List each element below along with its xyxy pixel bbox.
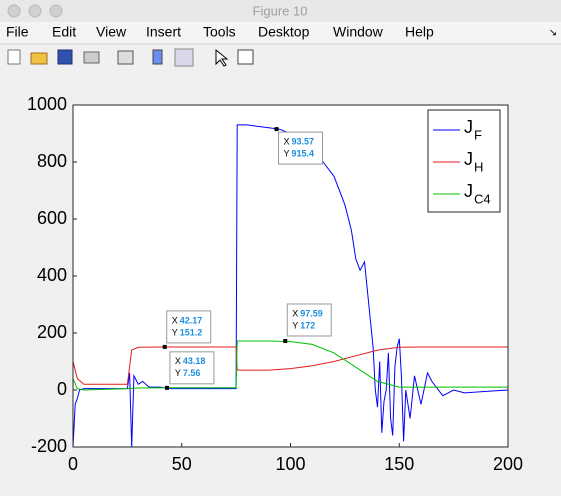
x-tick-label: 100 xyxy=(275,454,305,474)
datatip-box xyxy=(286,303,332,337)
axes-box xyxy=(72,104,509,448)
datatip-box xyxy=(169,351,215,385)
series-line xyxy=(72,124,509,448)
save-icon[interactable] xyxy=(57,49,73,65)
datatip-y-value: 151.2 xyxy=(180,327,203,337)
menu-item[interactable]: View xyxy=(96,24,127,40)
datatip-box xyxy=(166,310,212,344)
datatip-x-value: 97.59 xyxy=(300,308,323,318)
legend: J FJ HJ C4 xyxy=(427,109,501,213)
datatip-y-label: Y xyxy=(175,368,181,378)
menu-item[interactable]: Tools xyxy=(203,24,236,40)
menu-item[interactable]: File xyxy=(6,24,29,40)
datatip-point xyxy=(162,344,167,349)
menu-item[interactable]: Window xyxy=(333,24,384,40)
datatip-x-label: X xyxy=(172,315,178,325)
datatip-y-value: 915.4 xyxy=(292,148,315,158)
datatip-point xyxy=(164,385,169,390)
legend-label: J xyxy=(464,181,473,201)
datatip-point xyxy=(283,338,288,343)
series-line xyxy=(72,346,508,385)
series-line xyxy=(72,340,508,391)
x-tick-label: 0 xyxy=(68,454,78,474)
window-title: Figure 10 xyxy=(253,3,308,18)
datatip-x-label: X xyxy=(175,356,181,366)
datatip-x-label: X xyxy=(284,136,290,146)
datatip-x-value: 93.57 xyxy=(292,136,315,146)
y-tick-label: 400 xyxy=(37,265,67,285)
legend-subscript: C4 xyxy=(474,191,491,206)
datatip-y-label: Y xyxy=(284,148,290,158)
plot-tools-icon[interactable] xyxy=(237,49,254,65)
menu: File Edit View Insert Tools Desktop Window Help xyxy=(6,24,434,40)
datatip-y-value: 172 xyxy=(300,320,315,330)
title-bar xyxy=(0,0,561,22)
close-button[interactable] xyxy=(7,4,21,18)
menu-item[interactable]: Insert xyxy=(146,24,181,40)
datatip-x-value: 42.17 xyxy=(180,315,203,325)
datatip-point xyxy=(274,127,279,132)
x-tick-label: 150 xyxy=(384,454,414,474)
toolbar xyxy=(7,48,254,67)
open-icon[interactable] xyxy=(30,52,48,65)
y-tick-label: 200 xyxy=(37,322,67,342)
legend-label: J xyxy=(464,149,473,169)
datatip-y-label: Y xyxy=(292,320,298,330)
menu-arrow[interactable]: ↘ xyxy=(549,28,557,39)
datatip-x-label: X xyxy=(292,308,298,318)
datatip-y-label: Y xyxy=(172,327,178,337)
menu-item[interactable]: Edit xyxy=(52,24,76,40)
datatip-y-value: 7.56 xyxy=(183,368,201,378)
x-tick-label: 50 xyxy=(172,454,192,474)
new-icon[interactable] xyxy=(7,49,21,65)
zoom-button[interactable] xyxy=(49,4,63,18)
y-tick-label: -200 xyxy=(31,436,67,456)
legend-box xyxy=(427,109,501,213)
menu-bar xyxy=(0,22,561,44)
y-tick-label: 800 xyxy=(37,151,67,171)
datatip-x-value: 43.18 xyxy=(183,356,206,366)
export-icon[interactable] xyxy=(117,50,134,65)
legend-icon[interactable] xyxy=(174,48,194,67)
legend-subscript: F xyxy=(474,127,482,142)
menu-item[interactable]: Help xyxy=(405,24,434,40)
y-tick-label: 600 xyxy=(37,208,67,228)
datatip-box xyxy=(278,131,324,165)
legend-subscript: H xyxy=(474,159,483,174)
x-tick-label: 200 xyxy=(493,454,523,474)
pointer-icon[interactable] xyxy=(215,48,229,67)
menu-item[interactable]: Desktop xyxy=(258,24,310,40)
minimize-button[interactable] xyxy=(28,4,42,18)
colorbar-icon[interactable] xyxy=(152,49,163,65)
legend-label: J xyxy=(464,117,473,137)
y-tick-label: 1000 xyxy=(27,94,67,114)
print-icon[interactable] xyxy=(83,51,100,64)
y-tick-label: 0 xyxy=(57,379,67,399)
